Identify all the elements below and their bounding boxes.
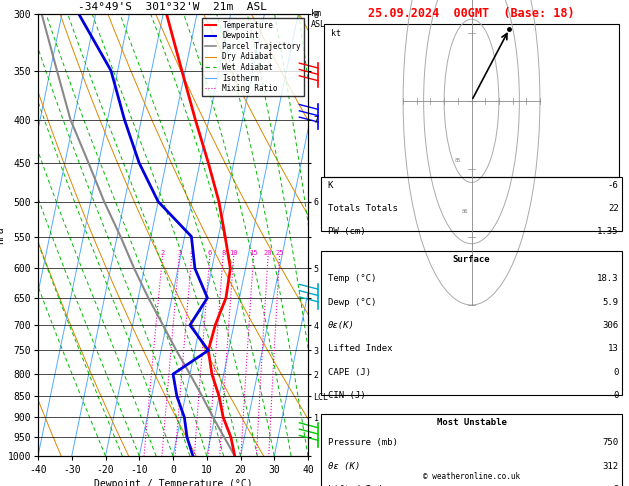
Text: © weatheronline.co.uk: © weatheronline.co.uk bbox=[423, 472, 520, 481]
Y-axis label: hPa: hPa bbox=[0, 226, 5, 244]
Text: 13: 13 bbox=[608, 345, 618, 353]
Bar bbox=[321, 177, 621, 231]
Text: Most Unstable: Most Unstable bbox=[437, 418, 506, 427]
Text: km
ASL: km ASL bbox=[311, 9, 326, 29]
Text: 750: 750 bbox=[603, 438, 618, 447]
Text: θε (K): θε (K) bbox=[328, 462, 360, 470]
Text: Lifted Index: Lifted Index bbox=[328, 345, 392, 353]
Text: Totals Totals: Totals Totals bbox=[328, 204, 398, 213]
Text: 312: 312 bbox=[603, 462, 618, 470]
Text: Lifted Index: Lifted Index bbox=[328, 485, 392, 486]
Text: 4: 4 bbox=[189, 250, 194, 256]
Text: 20: 20 bbox=[264, 250, 272, 256]
Text: 25.09.2024  00GMT  (Base: 18): 25.09.2024 00GMT (Base: 18) bbox=[368, 7, 575, 20]
Text: -6: -6 bbox=[608, 181, 618, 190]
Text: 15: 15 bbox=[249, 250, 258, 256]
Title: -34°49'S  301°32'W  21m  ASL: -34°49'S 301°32'W 21m ASL bbox=[79, 2, 267, 12]
Text: 2: 2 bbox=[160, 250, 165, 256]
Text: 3: 3 bbox=[177, 250, 182, 256]
Text: θε(K): θε(K) bbox=[328, 321, 354, 330]
Text: 22: 22 bbox=[608, 204, 618, 213]
Text: 18.3: 18.3 bbox=[597, 275, 618, 283]
Text: 9: 9 bbox=[613, 485, 618, 486]
Text: 0: 0 bbox=[613, 391, 618, 400]
Text: Pressure (mb): Pressure (mb) bbox=[328, 438, 398, 447]
Text: CAPE (J): CAPE (J) bbox=[328, 368, 370, 377]
X-axis label: Dewpoint / Temperature (°C): Dewpoint / Temperature (°C) bbox=[94, 479, 252, 486]
Text: 8: 8 bbox=[221, 250, 225, 256]
Bar bbox=[321, 415, 621, 486]
Text: 10: 10 bbox=[230, 250, 238, 256]
Text: 0: 0 bbox=[613, 368, 618, 377]
Text: 5.9: 5.9 bbox=[603, 298, 618, 307]
Text: 6: 6 bbox=[208, 250, 212, 256]
Legend: Temperature, Dewpoint, Parcel Trajectory, Dry Adiabat, Wet Adiabat, Isotherm, Mi: Temperature, Dewpoint, Parcel Trajectory… bbox=[202, 18, 304, 96]
Text: Dewp (°C): Dewp (°C) bbox=[328, 298, 376, 307]
Text: CIN (J): CIN (J) bbox=[328, 391, 365, 400]
Bar bbox=[321, 251, 621, 395]
Bar bbox=[325, 24, 618, 177]
Text: Surface: Surface bbox=[453, 255, 491, 264]
Text: 306: 306 bbox=[603, 321, 618, 330]
Text: 25: 25 bbox=[276, 250, 284, 256]
Text: K: K bbox=[328, 181, 333, 190]
Text: 85: 85 bbox=[454, 158, 461, 163]
Text: PW (cm): PW (cm) bbox=[328, 227, 365, 237]
Text: 86: 86 bbox=[461, 209, 468, 214]
Text: 1.35: 1.35 bbox=[597, 227, 618, 237]
Text: kt: kt bbox=[331, 29, 341, 38]
Text: Temp (°C): Temp (°C) bbox=[328, 275, 376, 283]
